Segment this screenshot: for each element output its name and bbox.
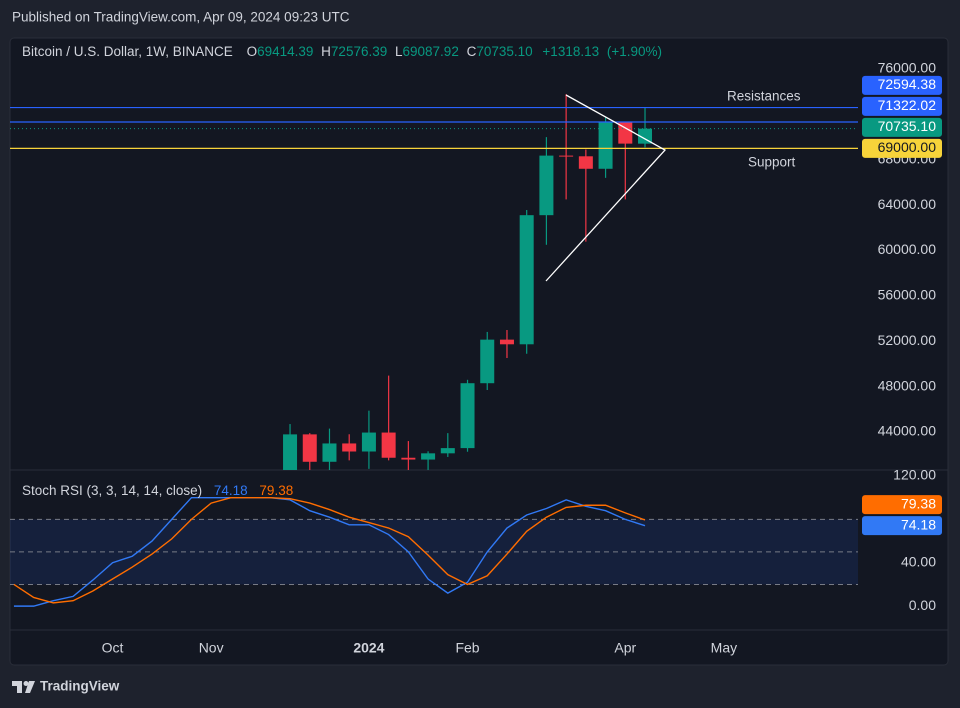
y-tick-label: 48000.00 xyxy=(878,377,937,393)
x-tick-label: May xyxy=(711,640,737,656)
indicator-line xyxy=(13,496,646,604)
candle-body xyxy=(421,453,436,460)
y-tick-label: 44000.00 xyxy=(878,423,937,439)
candle-body xyxy=(283,434,298,470)
x-tick-label: Feb xyxy=(455,640,479,656)
price-label: 70735.10 xyxy=(878,118,937,134)
brand-logo xyxy=(12,681,35,693)
candle-body xyxy=(381,432,396,458)
x-tick-label: 2024 xyxy=(353,640,384,656)
candle-body xyxy=(440,448,455,454)
price-label-box xyxy=(862,117,942,137)
candle-body xyxy=(499,339,514,345)
legend-value: 72576.39 xyxy=(331,44,387,59)
price-pane xyxy=(10,94,858,470)
indicator-title: Stoch RSI (3, 3, 14, 14, close) xyxy=(22,483,202,498)
y-tick-label: 76000.00 xyxy=(878,60,937,76)
y-tick-label: 0.00 xyxy=(909,597,936,613)
price-label-box xyxy=(862,495,942,515)
y-tick-label: 120.00 xyxy=(893,467,936,483)
price-legend: Bitcoin / U.S. Dollar, 1W, BINANCE O6941… xyxy=(22,44,662,59)
y-tick-label: 52000.00 xyxy=(878,332,937,348)
legend-value: 79.38 xyxy=(259,483,293,498)
y-tick-label: 40.00 xyxy=(901,553,936,569)
published-note: Published on TradingView.com, Apr 09, 20… xyxy=(12,10,350,25)
legend-change: +1318.13 xyxy=(542,44,599,59)
x-tick-label: Oct xyxy=(102,640,124,656)
candle-body xyxy=(460,383,475,449)
brand-name: TradingView xyxy=(40,679,120,694)
annotation: Resistances xyxy=(727,89,801,104)
candle-body xyxy=(519,215,534,345)
candle-body xyxy=(480,339,495,384)
logo-mark xyxy=(23,681,29,686)
legend-label: C xyxy=(467,44,477,59)
legend-value: 69414.39 xyxy=(257,44,313,59)
legend-label: O xyxy=(247,44,258,59)
price-label-box xyxy=(862,75,942,95)
candle-body xyxy=(342,443,357,452)
legend-value: 74.18 xyxy=(214,483,248,498)
price-label: 74.18 xyxy=(901,516,936,532)
candle-body xyxy=(322,443,337,462)
y-tick-label: 64000.00 xyxy=(878,196,937,212)
candle-body xyxy=(578,156,593,169)
candle-body xyxy=(618,122,633,144)
rsi-legend: Stoch RSI (3, 3, 14, 14, close) 74.18 79… xyxy=(22,483,293,498)
legend-label: L xyxy=(395,44,403,59)
overlay: 76000.0068000.0064000.0060000.0056000.00… xyxy=(102,60,942,656)
legend-value: 69087.92 xyxy=(403,44,459,59)
price-label-box xyxy=(862,138,942,158)
logo-mark xyxy=(12,681,22,693)
annotation: Support xyxy=(748,155,796,170)
indicator-line xyxy=(13,496,646,607)
candle-body xyxy=(539,155,554,216)
rsi-pane xyxy=(10,496,858,607)
price-label: 69000.00 xyxy=(878,139,937,155)
price-label: 72594.38 xyxy=(878,76,937,92)
price-label: 71322.02 xyxy=(878,97,937,113)
legend-change-pct: (+1.90%) xyxy=(607,44,662,59)
chart-panel xyxy=(9,37,949,666)
candle-body xyxy=(361,432,376,452)
x-tick-label: Nov xyxy=(199,640,224,656)
legend-label: H xyxy=(321,44,331,59)
legend-value: 70735.10 xyxy=(476,44,532,59)
x-tick-label: Apr xyxy=(614,640,636,656)
symbol-title: Bitcoin / U.S. Dollar, 1W, BINANCE xyxy=(22,44,233,59)
triangle-drawing xyxy=(545,94,667,282)
candle-body xyxy=(598,122,613,169)
y-tick-label: 56000.00 xyxy=(878,287,937,303)
price-label-box xyxy=(862,516,942,536)
candle-body xyxy=(638,128,653,144)
logo-mark xyxy=(25,681,35,693)
candle-body xyxy=(559,155,574,157)
candle-body xyxy=(401,457,416,460)
candle-body xyxy=(302,434,317,462)
price-label-box xyxy=(862,96,942,116)
y-tick-label: 60000.00 xyxy=(878,241,937,257)
price-label: 79.38 xyxy=(901,495,936,511)
